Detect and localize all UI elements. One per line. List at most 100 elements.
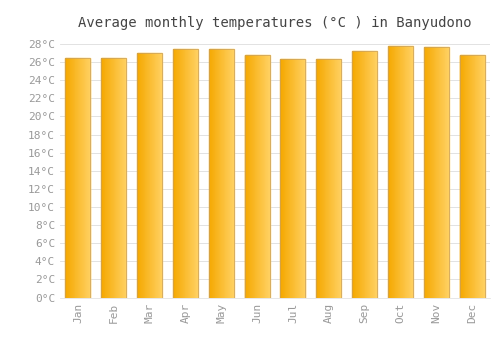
- Bar: [123, 58, 124, 298]
- Bar: [256, 55, 257, 298]
- Bar: [184, 49, 186, 298]
- Bar: [66, 58, 90, 298]
- Bar: [431, 47, 432, 298]
- Bar: [448, 47, 449, 298]
- Bar: [368, 51, 369, 298]
- Bar: [443, 47, 444, 298]
- Bar: [173, 49, 198, 298]
- Bar: [101, 58, 126, 298]
- Bar: [180, 49, 181, 298]
- Bar: [140, 53, 141, 298]
- Bar: [89, 58, 90, 298]
- Bar: [300, 60, 302, 298]
- Bar: [101, 58, 102, 298]
- Bar: [298, 60, 299, 298]
- Bar: [394, 46, 396, 298]
- Bar: [227, 49, 228, 298]
- Bar: [264, 55, 266, 298]
- Bar: [336, 58, 337, 298]
- Bar: [251, 55, 252, 298]
- Bar: [468, 55, 469, 298]
- Bar: [137, 53, 162, 298]
- Bar: [471, 55, 472, 298]
- Bar: [354, 51, 356, 298]
- Bar: [220, 49, 221, 298]
- Bar: [190, 49, 192, 298]
- Bar: [296, 60, 297, 298]
- Bar: [317, 58, 318, 298]
- Bar: [338, 58, 339, 298]
- Bar: [427, 47, 428, 298]
- Bar: [189, 49, 190, 298]
- Bar: [101, 58, 126, 298]
- Bar: [327, 58, 328, 298]
- Bar: [286, 60, 287, 298]
- Bar: [470, 55, 471, 298]
- Bar: [424, 47, 449, 298]
- Bar: [376, 51, 377, 298]
- Bar: [266, 55, 267, 298]
- Bar: [334, 58, 336, 298]
- Bar: [79, 58, 80, 298]
- Bar: [440, 47, 442, 298]
- Bar: [369, 51, 370, 298]
- Bar: [406, 46, 407, 298]
- Bar: [340, 58, 342, 298]
- Bar: [410, 46, 412, 298]
- Bar: [77, 58, 78, 298]
- Bar: [393, 46, 394, 298]
- Bar: [434, 47, 436, 298]
- Bar: [106, 58, 107, 298]
- Bar: [232, 49, 233, 298]
- Bar: [73, 58, 74, 298]
- Bar: [253, 55, 254, 298]
- Bar: [460, 55, 484, 298]
- Bar: [214, 49, 216, 298]
- Bar: [246, 55, 247, 298]
- Bar: [188, 49, 189, 298]
- Bar: [66, 58, 90, 298]
- Bar: [193, 49, 194, 298]
- Bar: [259, 55, 260, 298]
- Bar: [157, 53, 158, 298]
- Bar: [82, 58, 83, 298]
- Bar: [211, 49, 212, 298]
- Bar: [80, 58, 82, 298]
- Bar: [210, 49, 211, 298]
- Bar: [252, 55, 253, 298]
- Bar: [337, 58, 338, 298]
- Bar: [158, 53, 159, 298]
- Bar: [391, 46, 392, 298]
- Bar: [428, 47, 430, 298]
- Bar: [403, 46, 404, 298]
- Bar: [320, 58, 321, 298]
- Bar: [187, 49, 188, 298]
- Bar: [476, 55, 477, 298]
- Bar: [408, 46, 409, 298]
- Bar: [108, 58, 110, 298]
- Bar: [316, 58, 342, 298]
- Bar: [208, 49, 210, 298]
- Bar: [477, 55, 478, 298]
- Bar: [268, 55, 269, 298]
- Bar: [482, 55, 483, 298]
- Bar: [111, 58, 112, 298]
- Bar: [460, 55, 461, 298]
- Bar: [446, 47, 447, 298]
- Bar: [176, 49, 177, 298]
- Bar: [352, 51, 353, 298]
- Bar: [68, 58, 70, 298]
- Bar: [78, 58, 79, 298]
- Bar: [254, 55, 256, 298]
- Bar: [372, 51, 373, 298]
- Bar: [466, 55, 467, 298]
- Bar: [287, 60, 288, 298]
- Bar: [250, 55, 251, 298]
- Bar: [297, 60, 298, 298]
- Bar: [102, 58, 103, 298]
- Bar: [304, 60, 306, 298]
- Bar: [437, 47, 438, 298]
- Bar: [244, 55, 246, 298]
- Bar: [478, 55, 479, 298]
- Bar: [363, 51, 364, 298]
